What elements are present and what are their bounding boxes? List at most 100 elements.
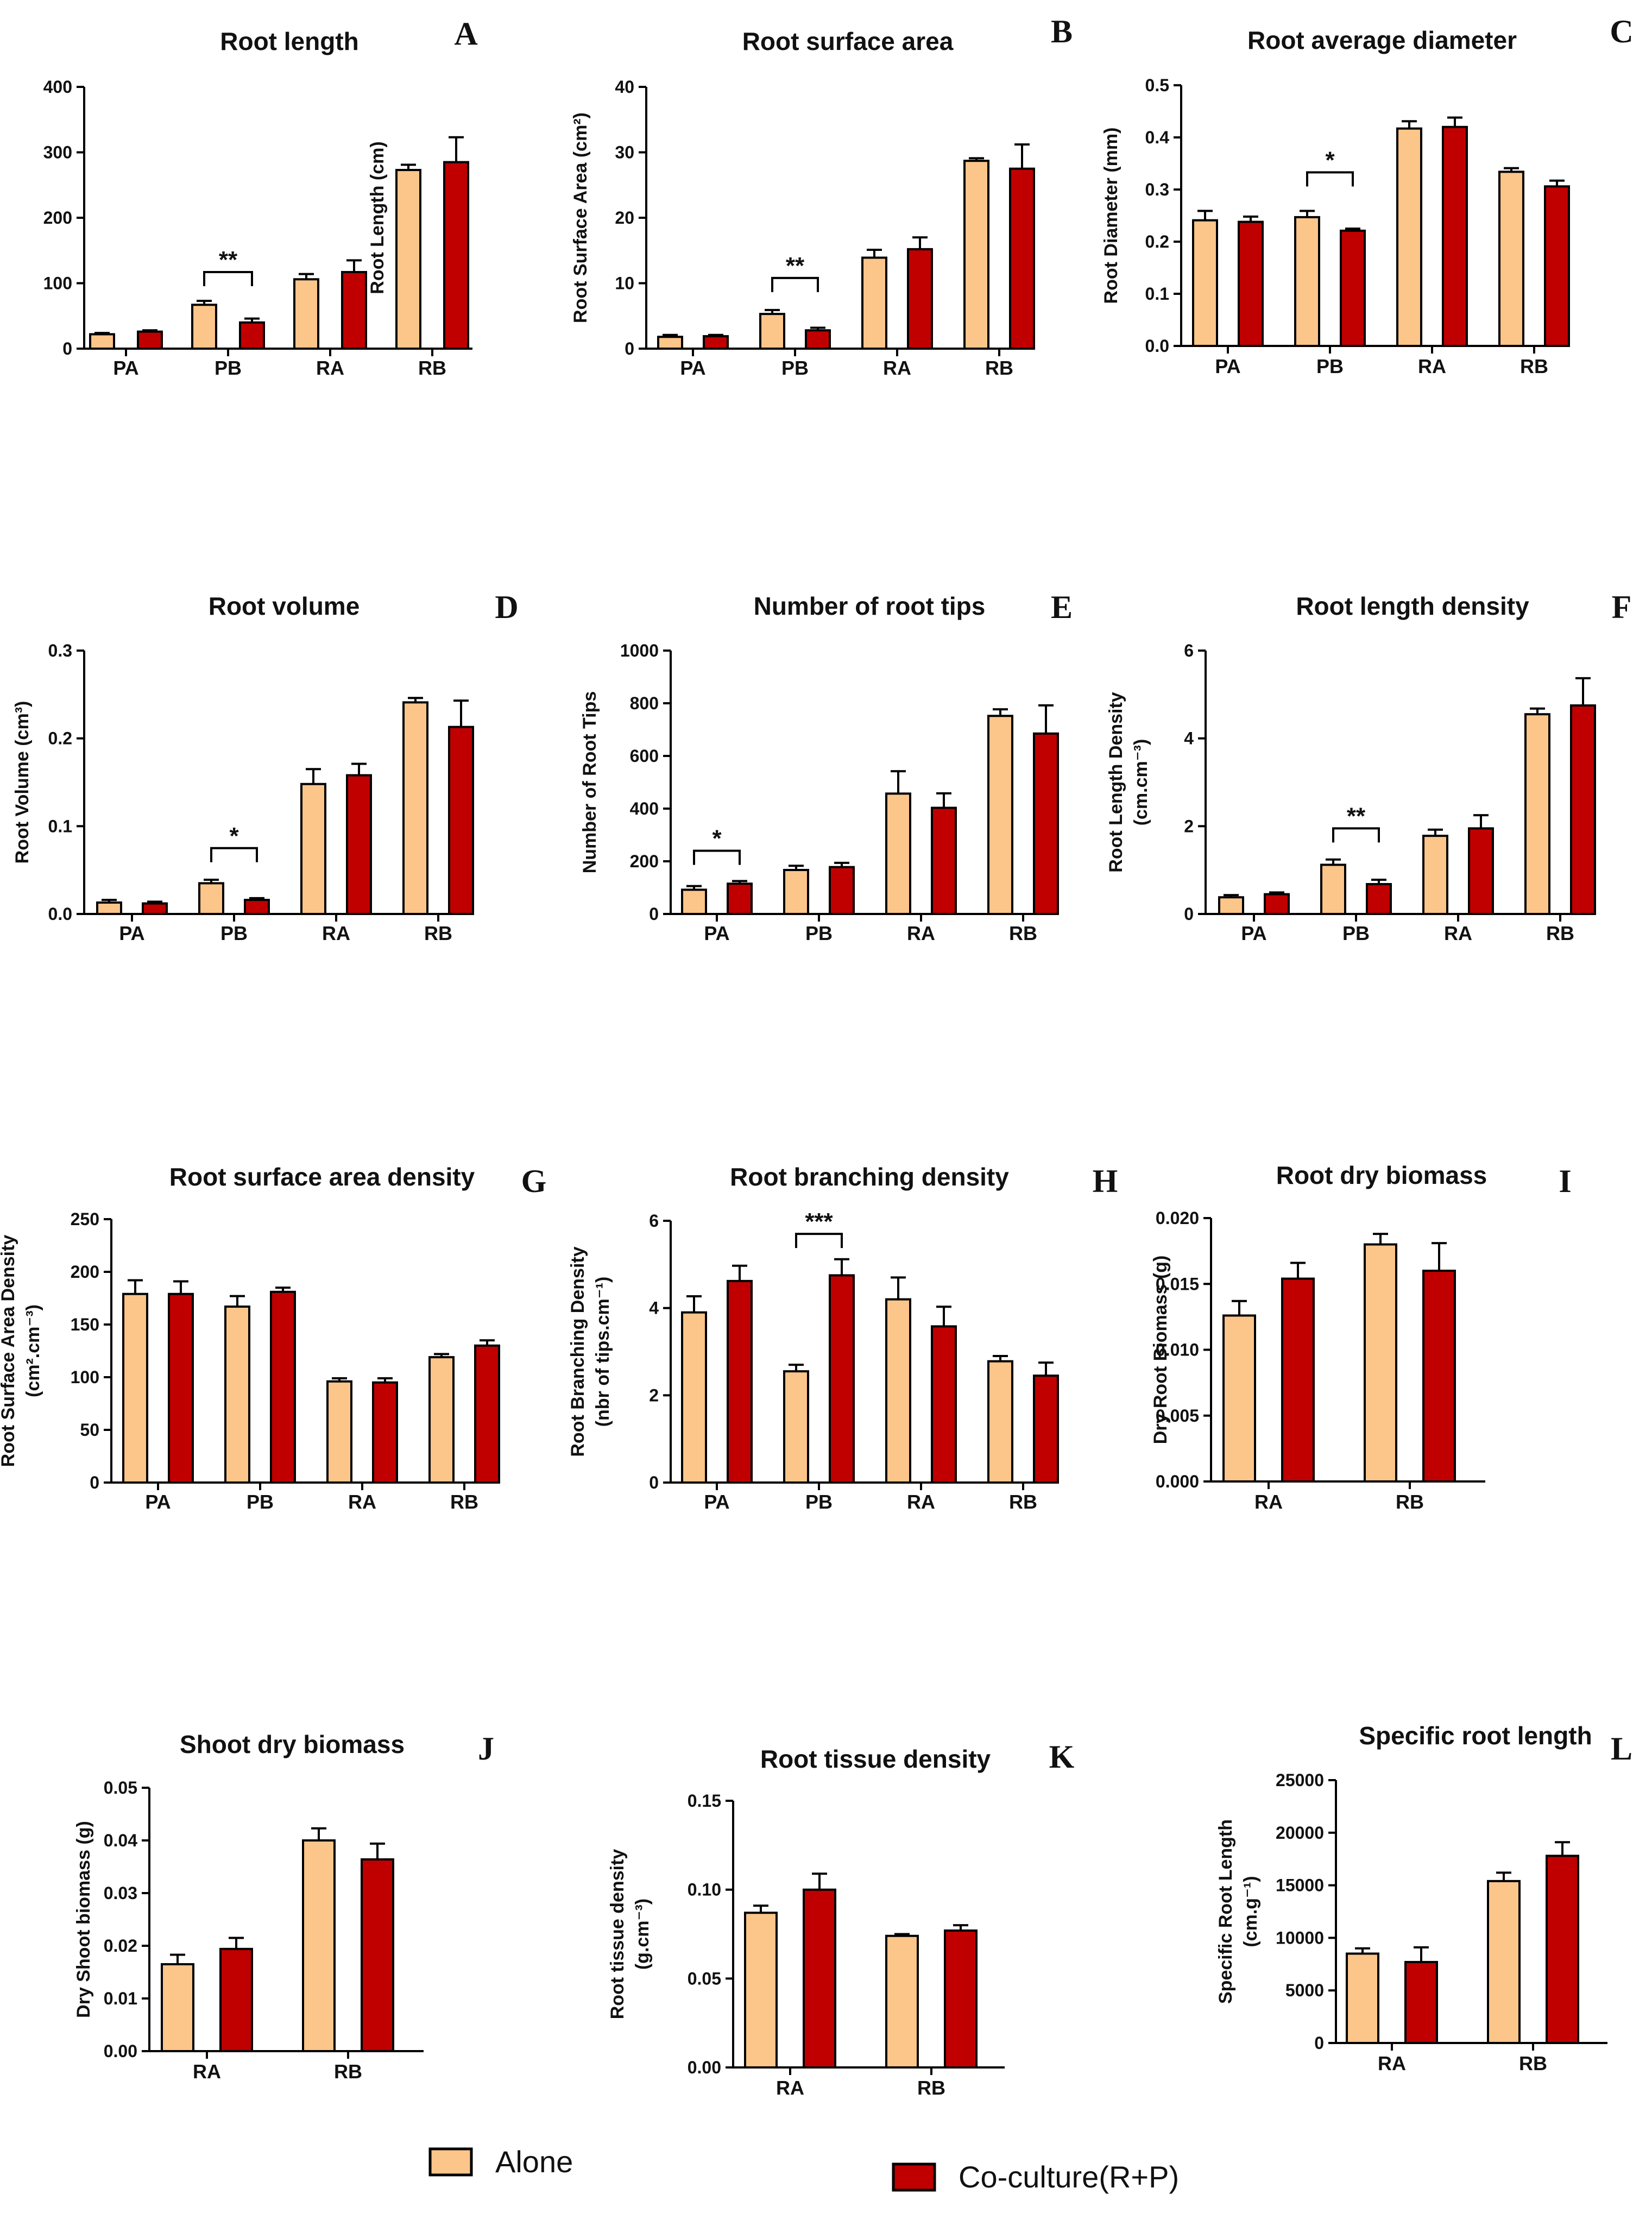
bar-coculture	[1546, 1855, 1579, 2045]
bar-coculture	[727, 1279, 753, 1484]
bar-coculture	[931, 806, 957, 916]
bar-alone	[987, 715, 1013, 916]
bar-coculture	[341, 271, 367, 350]
panel-title: Number of root tips	[754, 592, 986, 620]
panel-letter: D	[495, 589, 518, 625]
x-tick-label: PB	[247, 1491, 274, 1513]
significance-bracket	[1306, 171, 1354, 187]
panel-g: Root surface area density G Root Surface A…	[0, 1163, 546, 1513]
x-tick-label: PA	[704, 922, 729, 944]
panel-title: Root length density	[1296, 592, 1529, 620]
x-tick-label: RA	[1254, 1491, 1283, 1513]
y-tick-label: 0.0	[1145, 336, 1169, 356]
panel-d: Root volume D Root Volume (cm³) 0.0 0.1 0.2 0.…	[12, 589, 519, 944]
legend-swatch-alone	[428, 2147, 473, 2177]
x-tick-label: PA	[113, 357, 138, 379]
panel-a: Root length A Root Length (cm) 0 100 200 300 40…	[43, 16, 478, 379]
y-axis-label: Dry Shoot biomass (g)	[73, 1821, 94, 2018]
x-tick-label: RB	[424, 922, 452, 944]
bar-alone	[885, 1934, 919, 2069]
bar-alone	[1192, 219, 1218, 348]
y-tick-label: 200	[43, 208, 72, 228]
bar-alone	[161, 1963, 194, 2052]
bar-coculture	[703, 335, 729, 350]
y-axis-label: Root Branching Density (nbr of tips.cm⁻¹)	[568, 1246, 613, 1456]
x-tick-label: RA	[1444, 922, 1472, 944]
panel-j: Shoot dry biomass J Dry Shoot biomass (g) 0…	[73, 1730, 494, 2083]
panel-f: Root length density F Root Length Density(…	[1106, 589, 1631, 944]
y-tick-label: 400	[43, 77, 72, 97]
y-axis-label: Root Length Density (cm.cm⁻³)	[1106, 692, 1151, 873]
bar-coculture	[270, 1290, 296, 1484]
panel-letter: E	[1051, 589, 1073, 625]
y-tick-label: 1000	[620, 641, 659, 660]
bar-coculture	[1544, 185, 1570, 347]
bar-coculture	[448, 726, 474, 916]
bar-alone	[744, 1912, 778, 2069]
x-tick-label: RA	[907, 922, 935, 944]
y-tick-label: 30	[615, 143, 634, 162]
bar-coculture	[803, 1888, 836, 2069]
y-tick-label: 0.1	[1145, 284, 1169, 304]
y-axis-label: Dry Root Biomass (g)	[1150, 1256, 1171, 1445]
bar-alone	[1294, 216, 1320, 347]
y-tick-label: 25000	[1276, 1770, 1324, 1790]
y-tick-label: 800	[630, 693, 659, 713]
y-tick-label: 100	[71, 1367, 99, 1387]
panel-letter: A	[454, 16, 477, 52]
panel-letter: C	[1610, 14, 1633, 49]
bar-alone	[198, 882, 224, 915]
significance-label: *	[1325, 147, 1335, 173]
bar-alone	[302, 1839, 336, 2052]
bar-coculture	[137, 330, 163, 350]
bar-coculture	[142, 902, 168, 915]
bar-alone	[1422, 835, 1448, 916]
bar-coculture	[1264, 893, 1290, 915]
bar-alone	[293, 278, 319, 350]
bar-coculture	[1442, 125, 1468, 348]
y-tick-label: 2	[649, 1385, 659, 1405]
y-tick-label: 0.15	[688, 1791, 721, 1811]
bar-alone	[681, 888, 707, 916]
significance-bracket	[210, 847, 258, 862]
bar-alone	[1222, 1314, 1256, 1483]
y-tick-label: 0.2	[48, 729, 72, 748]
bar-alone	[1218, 896, 1244, 915]
bar-coculture	[1033, 1374, 1059, 1484]
y-tick-label: 300	[43, 143, 72, 162]
significance-bracket	[203, 271, 253, 287]
x-tick-label: PB	[805, 1491, 833, 1513]
x-tick-label: PA	[1215, 355, 1240, 377]
x-tick-label: RA	[322, 922, 350, 944]
x-tick-label: RB	[985, 357, 1013, 379]
legend-swatch-coculture	[892, 2162, 936, 2192]
y-axis-label: Specific Root Length (cm.g⁻¹)	[1215, 1819, 1261, 2004]
y-tick-label: 5000	[1285, 1981, 1324, 2000]
bar-alone	[1396, 127, 1422, 347]
significance-bracket	[693, 849, 741, 865]
panel-letter: L	[1611, 1731, 1632, 1767]
panel-letter: I	[1559, 1163, 1571, 1199]
bar-alone	[122, 1292, 148, 1484]
bar-alone	[1346, 1952, 1379, 2044]
x-tick-label: PB	[215, 357, 242, 379]
x-tick-label: RA	[1418, 355, 1446, 377]
x-tick-label: RB	[450, 1491, 478, 1513]
bar-alone	[96, 901, 122, 915]
x-tick-label: PB	[805, 922, 833, 944]
bar-alone	[885, 792, 911, 915]
bar-alone	[1524, 713, 1550, 916]
y-tick-label: 0.4	[1145, 128, 1170, 147]
panel-title: Root dry biomass	[1276, 1161, 1487, 1189]
x-tick-label: RB	[1546, 922, 1574, 944]
bar-coculture	[1340, 229, 1366, 347]
x-tick-label: PA	[119, 922, 144, 944]
bar-alone	[861, 256, 887, 350]
bar-coculture	[372, 1381, 398, 1484]
y-axis-label: Root Length (cm)	[367, 141, 388, 294]
x-tick-label: RB	[418, 357, 446, 379]
bar-alone	[1320, 863, 1346, 916]
x-tick-label: RA	[348, 1491, 376, 1513]
y-tick-label: 0	[62, 339, 72, 358]
bar-coculture	[346, 774, 372, 915]
